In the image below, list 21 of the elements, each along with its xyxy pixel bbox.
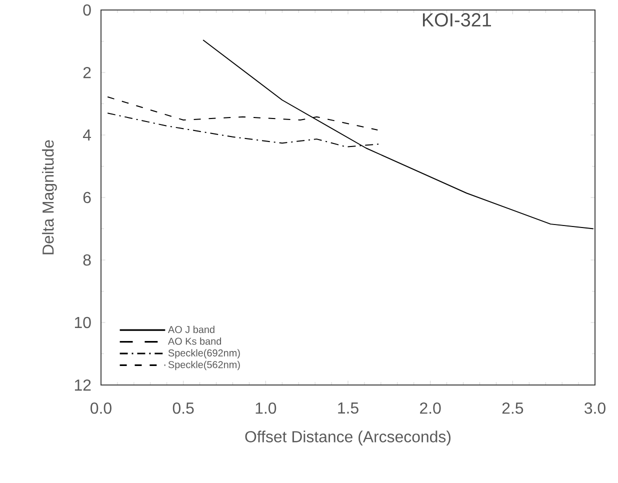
x-tick-label: 1.5 [338, 402, 358, 414]
legend-label: AO Ks band [168, 337, 222, 345]
x-axis-title: Offset Distance (Arcseconds) [245, 430, 450, 446]
legend-label: Speckle(692nm) [168, 349, 240, 358]
y-axis-title: Delta Magnitude [42, 140, 57, 254]
y-tick-label: 6 [83, 192, 91, 204]
y-tick-label: 10 [74, 316, 91, 328]
x-tick-label: 2.5 [502, 402, 524, 414]
y-tick-label: 0 [83, 4, 91, 16]
chart-title: KOI-321 [422, 13, 491, 27]
legend-label: Speckle(562nm) [168, 360, 240, 370]
x-tick-label: 0.0 [90, 402, 112, 414]
legend-label: AO J band [168, 326, 214, 334]
y-tick-label: 12 [74, 379, 91, 391]
x-tick-label: 3.0 [584, 402, 606, 414]
y-tick-label: 4 [82, 130, 92, 140]
x-tick-label: 0.5 [172, 402, 194, 414]
x-tick-label: 2.0 [420, 402, 441, 414]
y-tick-label: 2 [83, 66, 91, 78]
y-tick-label: 8 [83, 254, 91, 266]
x-tick-label: 1.0 [256, 402, 276, 414]
